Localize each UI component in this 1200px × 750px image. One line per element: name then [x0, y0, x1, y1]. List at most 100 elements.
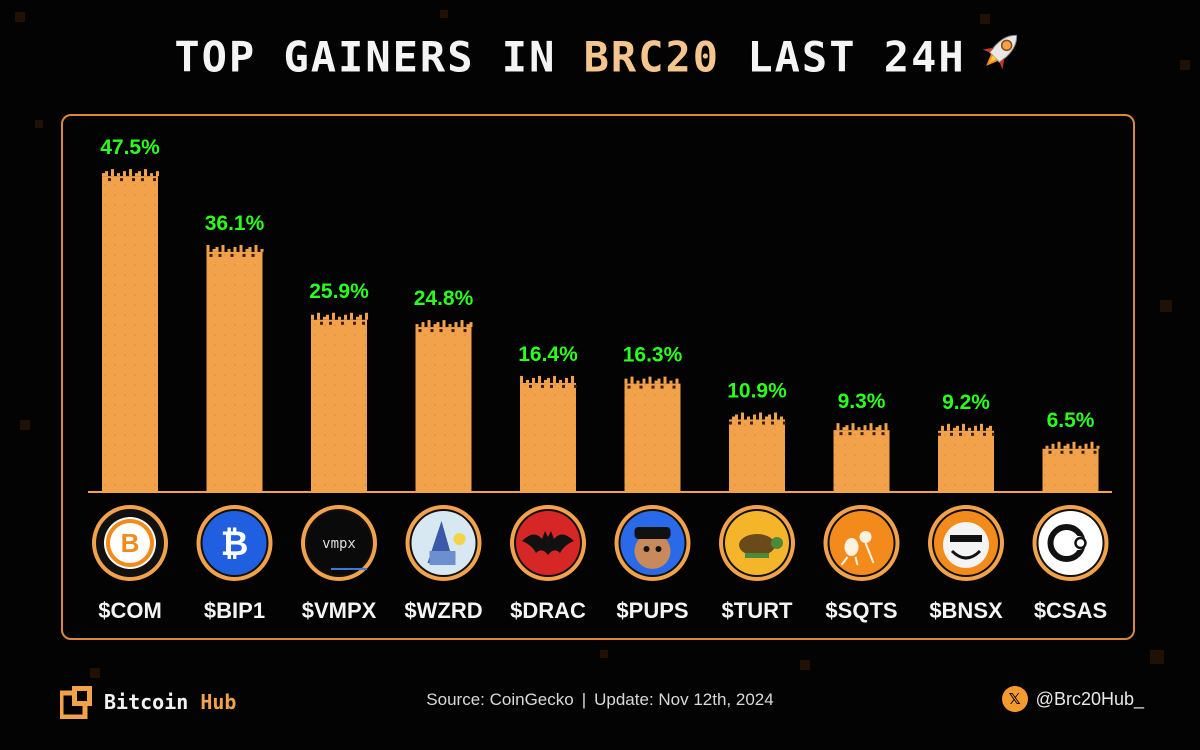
title-text-part1: TOP GAINERS IN	[174, 32, 584, 82]
chart-bar-pixel-gap	[959, 432, 962, 436]
chart-bar-pixel	[123, 171, 126, 177]
chart-bar-pixel	[212, 248, 216, 252]
chart-bar-pixel-gap	[950, 432, 953, 436]
chart-bar-pixel	[1078, 445, 1082, 449]
chart-bar-pixel-gap	[141, 178, 144, 182]
chart-bar-pixel-gap	[529, 384, 532, 388]
chart-bar-pixel-gap	[439, 329, 443, 333]
chart-bar-pixel-gap	[983, 432, 986, 436]
chart-bar-pixel	[836, 423, 840, 431]
chart-bar-pixel	[254, 244, 258, 252]
chart-bar-pixel-gap	[938, 432, 941, 436]
chart-bar-pixel	[105, 171, 108, 177]
chart-bar-pixel	[460, 320, 464, 328]
chart-value-label: 16.3%	[623, 344, 683, 367]
update-text: Update: Nov 12th, 2024	[594, 690, 774, 709]
chart-bar-pixel	[968, 427, 971, 431]
chart-value-label: 6.5%	[1047, 409, 1095, 432]
chart-bar-pixel-gap	[230, 253, 234, 257]
background-pixel	[1150, 650, 1164, 664]
chart-bar-pixel	[436, 322, 440, 328]
chart-bar-pixel-gap	[729, 421, 732, 425]
chart-bar-pixel	[956, 425, 959, 431]
chart-bar-pixel	[842, 427, 846, 431]
chart-bar-pixel	[102, 173, 105, 177]
chart-bar-pixel-gap	[329, 321, 332, 325]
background-pixel	[90, 668, 100, 678]
chart-bar-pixel	[526, 379, 529, 383]
chart-bar-pixel-gap	[860, 432, 864, 436]
background-pixel	[15, 12, 25, 22]
background-pixel	[800, 660, 810, 670]
chart-bar-texture	[938, 430, 994, 492]
brand-name-part2: Hub	[188, 690, 237, 714]
chart-bar-pixel-gap	[848, 432, 852, 436]
chart-bar-pixel	[657, 378, 661, 384]
chart-bar-pixel-gap	[463, 329, 467, 333]
brand-name: Bitcoin Hub	[104, 690, 236, 714]
chart-bar-pixel-gap	[660, 385, 664, 389]
csas-logo-icon-dot	[1074, 536, 1087, 550]
chart-bar-texture	[206, 251, 263, 492]
page-title: TOP GAINERS IN BRC20 LAST 24H	[0, 30, 1200, 90]
chart-bar-pixel	[415, 324, 419, 328]
chart-bar-pixel	[759, 412, 762, 420]
chart-bar-pixel	[350, 312, 353, 320]
chart-bar-pixel	[774, 412, 777, 420]
chart-bar-pixel	[1066, 443, 1070, 449]
chart-bar-pixel	[989, 425, 992, 431]
com-b5-logo-icon-glyph: B	[121, 528, 140, 558]
chart-bar-pixel-gap	[353, 321, 356, 325]
bitcoin-b-icon-glyph: ₿	[221, 524, 249, 564]
chart-bar-pixel	[884, 423, 888, 431]
chart-bar-pixel-gap	[320, 321, 323, 325]
chart-bar-pixel	[857, 427, 861, 431]
chart-bar-pixel	[150, 173, 153, 177]
com-b5-logo-icon-bg	[104, 517, 156, 569]
background-pixel	[600, 650, 608, 658]
chart-bar-pixel	[454, 322, 458, 328]
chart-bar-pixel-gap	[550, 384, 553, 388]
background-pixel	[1180, 60, 1190, 70]
chart-bar-pixel	[863, 425, 867, 431]
ant-icon-bg	[829, 511, 894, 575]
chart-bar-pixel	[206, 244, 210, 252]
chart-bar-pixel	[765, 416, 768, 420]
chart-bar-pixel	[624, 378, 628, 384]
chart-bar-pixel	[421, 322, 425, 328]
social-handle[interactable]: 𝕏 @Brc20Hub_	[1001, 686, 1144, 712]
chart-bar-pixel	[869, 423, 873, 431]
chart-bar-pixel	[248, 246, 252, 252]
chart-bar-pixel	[239, 244, 243, 252]
chart-bar-pixel	[227, 248, 231, 252]
chart-bar-pixel-gap	[430, 329, 434, 333]
pups-monkey-icon-beanie	[634, 527, 671, 539]
background-pixel	[35, 120, 43, 128]
background-pixel	[440, 10, 448, 18]
chart-bar-pixel-gap	[209, 253, 213, 257]
chart-bar-pixel	[338, 316, 341, 320]
chart-bar-pixel-gap	[627, 385, 631, 389]
chart-bar-pixel	[1057, 441, 1061, 449]
x-icon: 𝕏	[1001, 686, 1028, 712]
chart-bar-pixel-gap	[992, 432, 995, 436]
chart-bar-pixel	[544, 379, 547, 383]
ant-icon-body	[844, 538, 859, 556]
chart-bar-pixel	[565, 377, 568, 383]
chart-bar-pixel	[442, 320, 446, 328]
chart-value-label: 36.1%	[205, 212, 265, 235]
chart-bar-pixel	[344, 314, 347, 320]
chart-bar-pixel-gap	[762, 421, 765, 425]
chart-bar-pixel	[980, 423, 983, 431]
chart-bar-pixel	[663, 376, 667, 384]
chart-bar-pixel	[962, 423, 965, 431]
chart-bar-pixel-gap	[651, 385, 655, 389]
csas-logo-icon-gap	[1071, 536, 1086, 550]
chart-bar-pixel-gap	[341, 321, 344, 325]
bitcoin-hub-logo-icon	[58, 685, 94, 720]
chart-bar-pixel	[878, 425, 882, 431]
chart-bar-pixel	[538, 375, 541, 383]
chart-bar-pixel-gap	[362, 321, 365, 325]
chart-bar-pixel	[845, 425, 849, 431]
